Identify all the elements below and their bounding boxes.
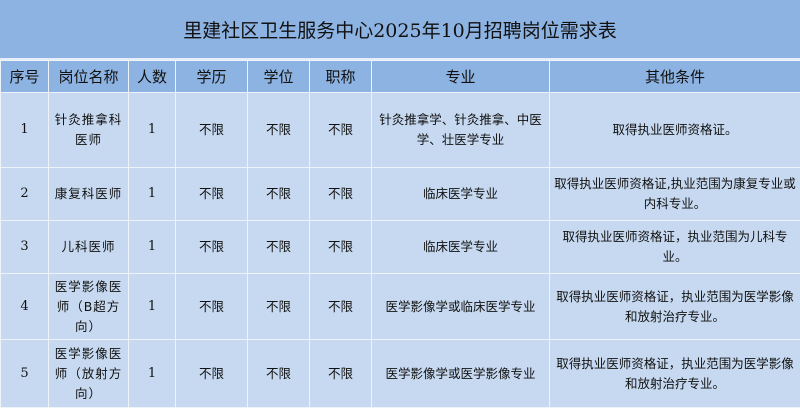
cell-title: 不限 [309, 167, 372, 221]
cell-major: 医学影像学或临床医学专业 [371, 273, 550, 340]
job-table: 序号 岗位名称 人数 学历 学位 职称 专业 其他条件 1 针灸推拿科医师 1 不限不… [0, 60, 800, 408]
cell-no: 2 [0, 167, 49, 221]
cell-education: 不限 [175, 339, 248, 408]
cell-title: 不限 [309, 339, 372, 408]
header-no: 序号 [0, 60, 49, 93]
cell-no: 1 [0, 92, 49, 168]
cell-degree: 不限 [247, 339, 310, 408]
header-count: 人数 [128, 60, 176, 93]
cell-position: 医学影像医师（放射方向） [48, 339, 129, 408]
cell-degree: 不限 [247, 92, 310, 168]
table-title: 里建社区卫生服务中心2025年10月招聘岗位需求表 [0, 0, 800, 60]
header-degree: 学位 [247, 60, 310, 93]
table-row: 3 儿科医师 1 不限 不限 不限 临床医学专业 取得执业医师资格证，执业范围为儿科专业。 [0, 220, 800, 274]
cell-no: 4 [0, 273, 49, 340]
cell-no: 3 [0, 220, 49, 274]
cell-position: 针灸推拿科医师 [48, 92, 129, 168]
cell-position: 康复科医师 [48, 167, 129, 221]
cell-education: 不限 [175, 273, 248, 340]
table-row: 4 医学影像医师（B超方向） 1 不限 不限 不限 医学影像学或临床医学专业 取得执业医师资格… [0, 273, 800, 340]
cell-education: 不限 [175, 167, 248, 221]
cell-education: 不限 [175, 220, 248, 274]
cell-other: 取得执业医师资格证，执业范围为医学影像和放射治疗专业。 [549, 339, 800, 408]
table-row: 5 医学影像医师（放射方向） 1 不限 不限 不限 医学影像学或医学影像专业 取得执业医师资格… [0, 339, 800, 408]
table-row: 1 针灸推拿科医师 1 不限 不限 不限 针灸推拿学、针灸推拿、中医学、壮医学专业 取得执业医… [0, 92, 800, 168]
header-title: 职称 [309, 60, 372, 93]
header-education: 学历 [175, 60, 248, 93]
cell-no: 5 [0, 339, 49, 408]
cell-count: 1 [128, 220, 176, 274]
cell-count: 1 [128, 273, 176, 340]
cell-title: 不限 [309, 220, 372, 274]
cell-other: 取得执业医师资格证,执业范围为康复专业或内科专业。 [549, 167, 800, 221]
header-row: 序号 岗位名称 人数 学历 学位 职称 专业 其他条件 [0, 60, 800, 93]
cell-major: 针灸推拿学、针灸推拿、中医学、壮医学专业 [371, 92, 550, 168]
cell-title: 不限 [309, 273, 372, 340]
cell-major: 医学影像学或医学影像专业 [371, 339, 550, 408]
cell-other: 取得执业医师资格证，执业范围为医学影像和放射治疗专业。 [549, 273, 800, 340]
cell-degree: 不限 [247, 220, 310, 274]
cell-count: 1 [128, 339, 176, 408]
cell-count: 1 [128, 92, 176, 168]
cell-education: 不限 [175, 92, 248, 168]
cell-position: 儿科医师 [48, 220, 129, 274]
header-major: 专业 [371, 60, 550, 93]
cell-title: 不限 [309, 92, 372, 168]
cell-position: 医学影像医师（B超方向） [48, 273, 129, 340]
header-other: 其他条件 [549, 60, 800, 93]
cell-major: 临床医学专业 [371, 220, 550, 274]
cell-other: 取得执业医师资格证。 [549, 92, 800, 168]
header-position: 岗位名称 [48, 60, 129, 93]
cell-other: 取得执业医师资格证，执业范围为儿科专业。 [549, 220, 800, 274]
cell-major: 临床医学专业 [371, 167, 550, 221]
table-row: 2 康复科医师 1 不限 不限 不限 临床医学专业 取得执业医师资格证,执业范围为康复专业或内… [0, 167, 800, 221]
cell-count: 1 [128, 167, 176, 221]
cell-degree: 不限 [247, 273, 310, 340]
cell-degree: 不限 [247, 167, 310, 221]
